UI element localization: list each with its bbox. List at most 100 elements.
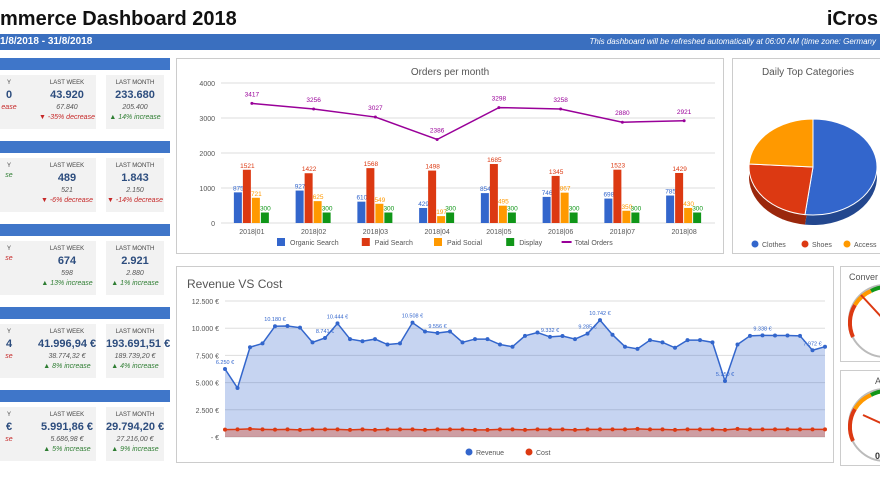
revenue-point [635, 346, 640, 351]
cost-point [573, 427, 577, 432]
conversion-gauge-panel: Conver [840, 266, 880, 362]
cost-point [798, 427, 802, 432]
revenue-point [310, 340, 315, 345]
revenue-point [660, 340, 665, 345]
bar-label: 1521 [240, 163, 255, 170]
revenue-point [585, 331, 590, 336]
kpi-change: se [5, 255, 13, 262]
revenue-point [560, 333, 565, 338]
kpi-label: LAST MONTH [115, 80, 155, 86]
revenue-point [235, 386, 240, 391]
bar [304, 173, 313, 223]
revenue-label: 9.285 € [578, 325, 596, 331]
kpi-change: ▲ 4% increase [111, 363, 159, 370]
line-point [620, 120, 624, 124]
kpi-header [0, 58, 170, 70]
x-tick-label: 2018|06 [548, 229, 573, 236]
x-tick-label: 2018|01 [239, 229, 264, 236]
cost-point [735, 426, 740, 431]
revenue-point [523, 333, 527, 338]
kpi-value: 43.920 [50, 89, 84, 101]
bar [693, 212, 702, 223]
line-label: 2386 [430, 127, 445, 134]
kpi-cell: LAST WEEK 489 521 ▼ -6% decrease [38, 158, 96, 212]
kpi-value: 233.680 [115, 89, 155, 101]
line-point [497, 106, 501, 110]
legend-label: Shoes [812, 242, 832, 249]
cost-point [273, 427, 277, 432]
revenue-label: 10.742 € [589, 311, 610, 317]
line-label: 3298 [492, 96, 507, 103]
cost-point [298, 427, 302, 432]
conversion-gauge-title: Conver [849, 272, 879, 282]
revenue-point [698, 338, 702, 343]
kpi-label: LAST MONTH [115, 246, 155, 252]
bar [604, 198, 613, 223]
revenue-point [360, 339, 365, 344]
bar-label: 1345 [549, 169, 564, 176]
y-tick-label: 1000 [199, 186, 215, 193]
bar-label: 875 [233, 185, 244, 192]
y-tick-label: - € [211, 435, 219, 442]
bar-label: 300 [692, 206, 703, 213]
revenue-point [460, 340, 465, 345]
kpi-value: 2.921 [121, 255, 149, 267]
bar [551, 175, 560, 223]
cost-point [223, 427, 227, 432]
kpi-value: 674 [57, 255, 77, 267]
revenue-point [273, 324, 277, 329]
bar [313, 201, 322, 223]
line-point [682, 119, 686, 123]
kpi-previous: 27.216,00 € [116, 436, 154, 443]
cost-point [248, 426, 252, 431]
brand-logo: iCros [826, 8, 878, 30]
kpi-change: ▲ 13% increase [41, 280, 93, 287]
revenue-title: Revenue VS Cost [187, 277, 283, 291]
cost-point [323, 427, 327, 432]
revenue-point [423, 329, 427, 334]
revenue-point [298, 325, 302, 330]
legend-label: Revenue [476, 450, 504, 457]
cost-point [823, 427, 827, 432]
revenue-point [685, 338, 690, 343]
orders-chart-panel: Orders per month 0 1000 2000 3000 4000 2018|0… [176, 58, 724, 254]
kpi-header [0, 141, 170, 153]
bar-label: 785 [665, 189, 676, 196]
revenue-label: 5.150 € [716, 372, 734, 378]
revenue-panel: Revenue VS Cost - € 2.500 € 5.000 € 7.500 €… [176, 266, 834, 463]
bar [560, 192, 569, 223]
bar-label: 721 [251, 191, 262, 198]
cost-point [335, 427, 340, 432]
cost-point [760, 427, 765, 432]
dashboard-title: mmerce Dashboard 2018 [0, 8, 237, 30]
kpi-label: Y [6, 329, 11, 335]
kpi-cell: Y 0 ease [0, 75, 38, 129]
revenue-point [760, 333, 765, 338]
kpi-previous: 67.840 [56, 104, 78, 111]
bar-label: 1422 [302, 166, 317, 173]
revenue-point [485, 337, 490, 342]
bar [569, 212, 578, 223]
cost-point [235, 427, 240, 432]
bar-label: 927 [295, 184, 306, 191]
cost-point [448, 427, 452, 432]
revenue-point [448, 329, 452, 334]
line-point [312, 107, 316, 111]
kpi-header [0, 224, 170, 236]
x-tick-label: 2018|07 [610, 229, 635, 236]
revenue-point [398, 341, 402, 346]
y-tick-label: 3000 [199, 116, 215, 123]
line-point [250, 101, 254, 105]
kpi-change: ▲ 1% increase [111, 280, 159, 287]
bar-label: 610 [356, 195, 367, 202]
bar [428, 170, 437, 223]
bar-label: 854 [480, 186, 491, 193]
revenue-point [823, 344, 827, 349]
bar [542, 196, 551, 223]
kpi-value: 0 [5, 89, 13, 101]
kpi-change: ▼ -35% decrease [39, 114, 95, 121]
kpi-change: ▲ 14% increase [109, 114, 161, 121]
bar-label: 495 [498, 199, 509, 206]
revenue-point [673, 345, 677, 350]
